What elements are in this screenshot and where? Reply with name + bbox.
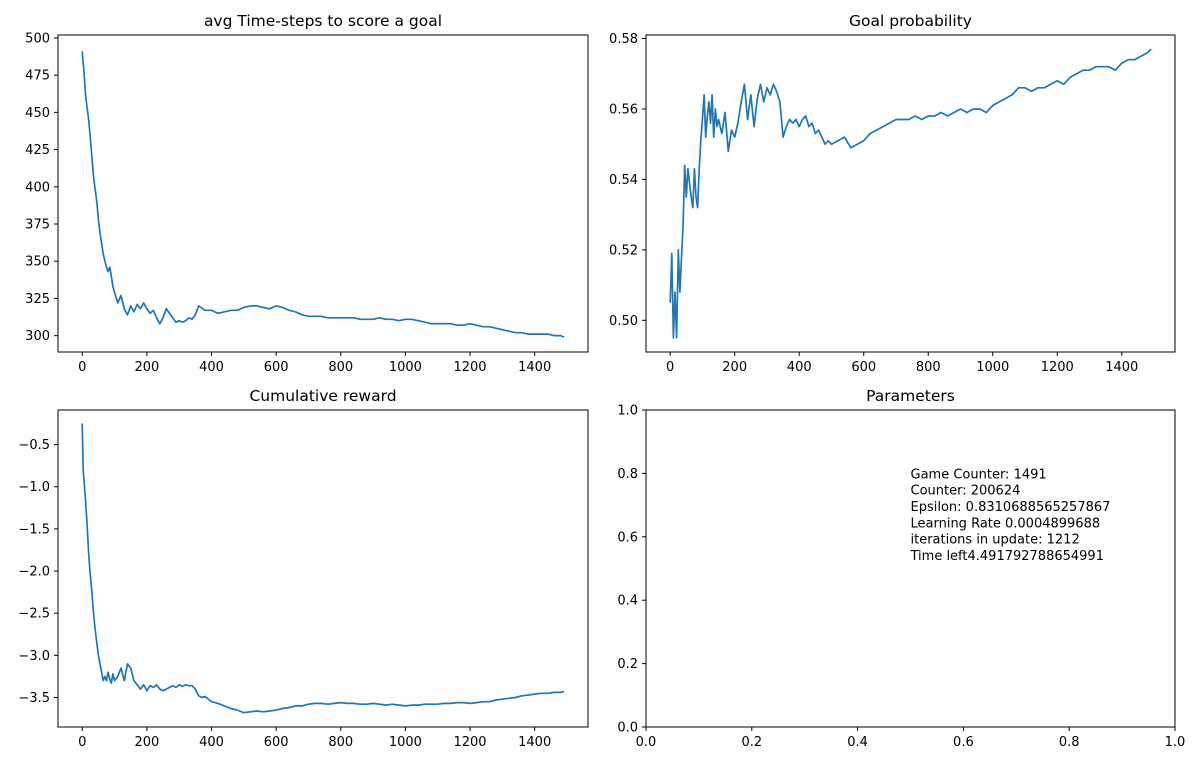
y-tick-label: 0.0 xyxy=(617,721,638,736)
parameter-text: Counter: 200624 xyxy=(911,484,1021,499)
y-tick-label: 425 xyxy=(25,143,50,158)
x-tick-label: 400 xyxy=(199,360,224,375)
parameter-text: Game Counter: 1491 xyxy=(911,467,1047,482)
y-tick-label: −0.5 xyxy=(18,438,50,453)
x-tick-label: 400 xyxy=(199,735,224,750)
chart-title: Cumulative reward xyxy=(249,387,396,405)
chart-2: 0 200 400 600 800 1000 1200 1400 0.50 0.52 0.54 0.5… xyxy=(609,12,1176,375)
x-tick-label: 1200 xyxy=(453,735,486,750)
y-tick-label: 450 xyxy=(25,106,50,121)
x-tick-label: 1200 xyxy=(1041,360,1074,375)
x-tick-label: 800 xyxy=(916,360,941,375)
y-tick-label: 400 xyxy=(25,180,50,195)
x-tick-label: 1000 xyxy=(389,735,422,750)
y-tick-label: 475 xyxy=(25,69,50,84)
series-line xyxy=(669,48,1152,339)
parameter-text: iterations in update: 1212 xyxy=(911,533,1080,548)
y-tick-label: −3.5 xyxy=(18,691,50,706)
x-tick-label: 600 xyxy=(851,360,876,375)
parameter-text: Learning Rate 0.0004899688 xyxy=(911,516,1101,531)
x-tick-label: 400 xyxy=(787,360,812,375)
y-tick-label: 325 xyxy=(25,292,50,307)
y-tick-label: 0.50 xyxy=(609,314,638,329)
x-tick-label: 1400 xyxy=(518,735,551,750)
y-tick-label: −2.0 xyxy=(18,565,50,580)
x-tick-label: 0.4 xyxy=(847,735,868,750)
x-tick-label: 1200 xyxy=(453,360,486,375)
x-tick-label: 200 xyxy=(134,360,159,375)
x-tick-label: 1400 xyxy=(1105,360,1138,375)
x-tick-label: 0.2 xyxy=(741,735,762,750)
y-tick-label: −1.0 xyxy=(18,480,50,495)
y-tick-label: 375 xyxy=(25,218,50,233)
y-tick-label: 0.2 xyxy=(617,657,638,672)
parameter-text: Time left4.491792788654991 xyxy=(910,549,1104,564)
chart-1: 0 200 400 600 800 1000 1200 1400 300 325 350 375 400… xyxy=(25,12,589,375)
series-line xyxy=(81,423,565,714)
x-tick-label: 800 xyxy=(328,735,353,750)
y-tick-label: −1.5 xyxy=(18,522,50,537)
y-tick-label: −3.0 xyxy=(18,649,50,664)
x-tick-label: 600 xyxy=(264,360,289,375)
axes-frame xyxy=(645,34,1176,353)
y-tick-label: −2.5 xyxy=(18,607,50,622)
parameter-text: Epsilon: 0.8310688565257867 xyxy=(911,500,1111,515)
x-tick-label: 200 xyxy=(722,360,747,375)
x-tick-label: 1400 xyxy=(518,360,551,375)
y-tick-label: 350 xyxy=(25,255,50,270)
x-tick-label: 200 xyxy=(134,735,159,750)
chart-4: 0.0 0.2 0.4 0.6 0.8 1.0 0.0 0.2 0.4 0.6 0.8 1.0 Para… xyxy=(617,387,1185,750)
axes-frame xyxy=(645,409,1176,728)
y-tick-label: 300 xyxy=(25,329,50,344)
x-tick-label: 0 xyxy=(78,360,86,375)
chart-title: Parameters xyxy=(866,387,955,405)
x-tick-label: 1000 xyxy=(976,360,1009,375)
y-tick-label: 0.4 xyxy=(617,594,638,609)
chart-title: Goal probability xyxy=(849,12,972,30)
y-tick-label: 0.56 xyxy=(609,102,638,117)
series-line xyxy=(81,51,565,338)
y-tick-label: 1.0 xyxy=(617,404,638,419)
axes-frame xyxy=(57,34,589,353)
x-tick-label: 600 xyxy=(264,735,289,750)
axes-frame xyxy=(57,409,589,728)
y-tick-label: 0.54 xyxy=(609,173,638,188)
y-tick-label: 0.6 xyxy=(617,530,638,545)
x-tick-label: 0 xyxy=(78,735,86,750)
x-tick-label: 0.6 xyxy=(953,735,974,750)
y-tick-label: 0.52 xyxy=(609,243,638,258)
x-tick-label: 0.8 xyxy=(1059,735,1080,750)
y-tick-label: 0.8 xyxy=(617,467,638,482)
x-tick-label: 1.0 xyxy=(1165,735,1186,750)
chart-title: avg Time-steps to score a goal xyxy=(204,12,442,30)
x-tick-label: 0 xyxy=(666,360,674,375)
y-tick-label: 0.58 xyxy=(609,32,638,47)
x-tick-label: 800 xyxy=(328,360,353,375)
x-tick-label: 1000 xyxy=(389,360,422,375)
x-tick-label: 0.0 xyxy=(636,735,657,750)
y-tick-label: 500 xyxy=(25,31,50,46)
chart-3: 0 200 400 600 800 1000 1200 1400 −0.5 −1.0 −1.5 −2.… xyxy=(18,387,589,750)
